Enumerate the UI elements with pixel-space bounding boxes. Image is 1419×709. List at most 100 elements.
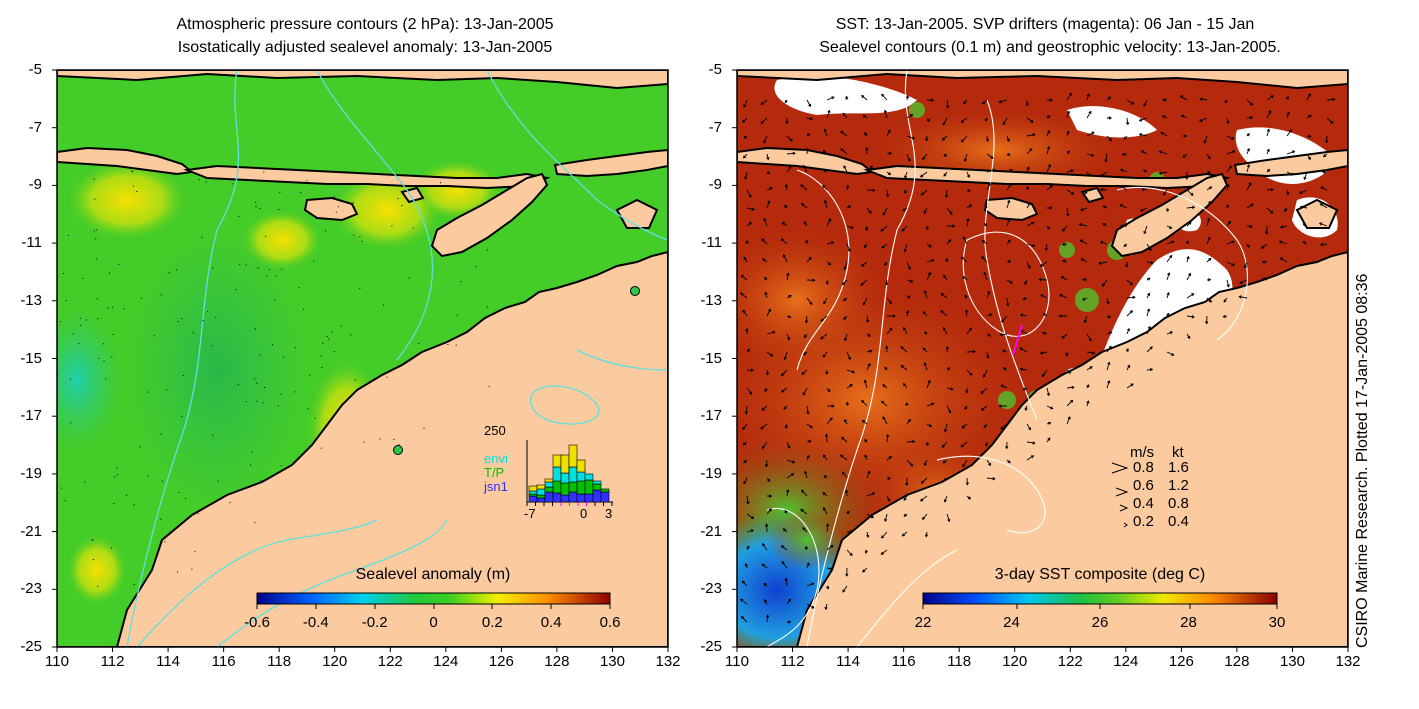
inset-legend-entry: jsn1 xyxy=(484,479,508,494)
inset-bar-segment xyxy=(536,488,546,496)
inset-bar-segment xyxy=(536,484,546,490)
left-title-line1: Atmospheric pressure contours (2 hPa): 1… xyxy=(176,16,554,33)
colorbar-label: -0.2 xyxy=(361,614,388,631)
inset-bar-segment xyxy=(592,480,602,485)
velocity-kt-value: 1.6 xyxy=(1168,459,1189,476)
velocity-kt-value: 0.8 xyxy=(1168,495,1189,512)
x-tick-label: 124 xyxy=(433,653,459,670)
sla-colorbar xyxy=(256,592,611,605)
x-tick-label: 132 xyxy=(1335,653,1361,670)
colorbar-label: 26 xyxy=(1091,614,1109,631)
inset-bar-segment xyxy=(536,494,546,499)
y-tick-label: -9 xyxy=(28,176,42,194)
inset-bar-segment xyxy=(600,488,610,493)
y-tick-label: -23 xyxy=(20,580,42,598)
y-tick-label: -7 xyxy=(28,118,42,136)
y-tick-label: -21 xyxy=(20,522,42,540)
plot-credit: CSIRO Marine Research. Plotted 17-Jan-20… xyxy=(1354,273,1371,648)
y-tick-label: -15 xyxy=(700,349,722,367)
colorbar-label: 0.4 xyxy=(540,614,562,631)
inset-bar-segment xyxy=(544,481,554,488)
inset-bar-segment xyxy=(568,491,578,503)
inset-x-label: -7 xyxy=(524,506,536,521)
x-tick-label: 128 xyxy=(544,653,570,670)
x-tick-label: 130 xyxy=(1279,653,1305,670)
inset-legend-entry: envi xyxy=(484,451,508,466)
inset-bar-segment xyxy=(584,473,594,481)
x-tick-label: 118 xyxy=(947,653,972,670)
inset-bar-segment xyxy=(560,494,570,503)
x-tick-label: 114 xyxy=(836,653,861,670)
y-tick-label: -21 xyxy=(700,522,722,540)
inset-bar-segment xyxy=(584,479,594,495)
velocity-header-kt: kt xyxy=(1172,444,1184,461)
y-tick-label: -13 xyxy=(20,291,42,309)
y-tick-label: -15 xyxy=(20,349,42,367)
y-tick-label: -7 xyxy=(708,118,722,136)
y-tick-label: -19 xyxy=(20,464,42,482)
inset-bar-segment xyxy=(536,497,546,503)
y-tick-label: -25 xyxy=(20,638,42,655)
y-tick-label: -5 xyxy=(28,61,42,78)
inset-bar-segment xyxy=(528,495,538,503)
left-title-line2: Isostatically adjusted sealevel anomaly:… xyxy=(177,39,553,56)
y-tick-label: -17 xyxy=(700,407,722,425)
right-title-line1: SST: 13-Jan-2005. SVP drifters (magenta)… xyxy=(835,16,1255,33)
inset-bar-segment xyxy=(544,478,554,483)
y-tick-label: -5 xyxy=(708,61,722,78)
x-tick-label: 120 xyxy=(322,653,348,670)
x-tick-label: 130 xyxy=(599,653,625,670)
x-tick-label: 112 xyxy=(780,653,805,670)
inset-bar-segment xyxy=(576,493,586,503)
inset-x-label: 3 xyxy=(605,506,613,521)
inset-bar-segment xyxy=(560,472,570,484)
y-tick-label: -25 xyxy=(700,638,722,655)
x-tick-label: 126 xyxy=(488,653,514,670)
x-tick-label: 128 xyxy=(1224,653,1250,670)
inset-bar-segment xyxy=(544,491,554,503)
x-tick-label: 116 xyxy=(211,653,236,670)
velocity-kt-value: 1.2 xyxy=(1168,477,1189,494)
inset-x-label: 0 xyxy=(580,506,588,521)
x-tick-label: 114 xyxy=(156,653,181,670)
x-tick-label: 116 xyxy=(891,653,916,670)
inset-bar-segment xyxy=(544,486,554,493)
inset-bar-segment xyxy=(552,454,562,468)
x-tick-label: 110 xyxy=(725,653,749,670)
y-tick-label: -9 xyxy=(708,176,722,194)
altimeter-inset-histogram xyxy=(526,440,613,506)
velocity-ms-value: 0.2 xyxy=(1133,513,1154,530)
colorbar-label: 30 xyxy=(1268,614,1286,631)
inset-bar-segment xyxy=(568,481,578,493)
x-tick-label: 110 xyxy=(45,653,69,670)
y-tick-label: -13 xyxy=(700,291,722,309)
inset-bar-segment xyxy=(568,444,578,468)
inset-bar-segment xyxy=(528,490,538,495)
velocity-ms-value: 0.4 xyxy=(1133,495,1154,512)
x-tick-label: 118 xyxy=(267,653,292,670)
inset-bar-segment xyxy=(576,471,586,482)
x-tick-label: 132 xyxy=(655,653,681,670)
inset-ymax-label: 250 xyxy=(484,423,506,438)
inset-bar-segment xyxy=(552,492,562,503)
velocity-ms-value: 0.8 xyxy=(1133,459,1154,476)
colorbar-label: -0.6 xyxy=(244,614,270,631)
colorbar-label: 0 xyxy=(429,614,438,631)
colorbar-label: 28 xyxy=(1180,614,1197,631)
x-tick-label: 122 xyxy=(377,653,403,670)
y-tick-label: -11 xyxy=(21,234,42,252)
inset-bar-segment xyxy=(592,483,602,491)
inset-legend-entry: T/P xyxy=(484,465,505,480)
inset-bar-segment xyxy=(560,482,570,496)
inset-bar-segment xyxy=(560,454,570,474)
colorbar-label: 0.2 xyxy=(481,614,503,631)
velocity-header-ms: m/s xyxy=(1130,444,1155,461)
sst-map xyxy=(737,70,1348,647)
y-tick-label: -23 xyxy=(700,580,722,598)
right-title-line2: Sealevel contours (0.1 m) and geostrophi… xyxy=(819,39,1281,56)
velocity-kt-value: 0.4 xyxy=(1168,513,1189,530)
sst-colorbar xyxy=(922,592,1278,605)
velocity-ms-value: 0.6 xyxy=(1133,477,1154,494)
colorbar-label: 22 xyxy=(914,614,932,631)
sst-colorbar-title: 3-day SST composite (deg C) xyxy=(994,566,1206,583)
